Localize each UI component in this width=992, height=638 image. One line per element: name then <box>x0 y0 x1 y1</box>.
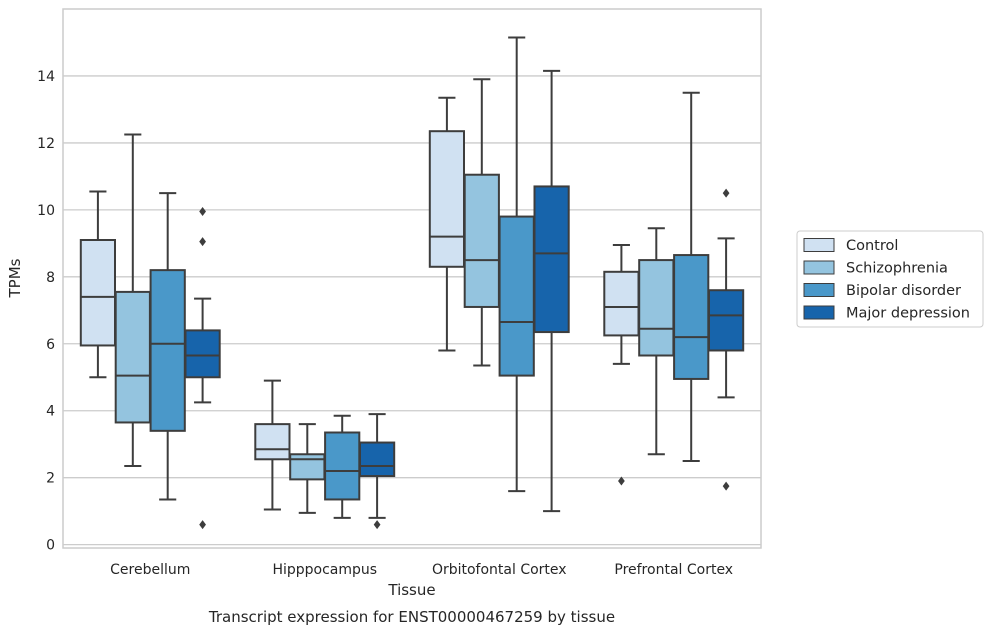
box <box>358 441 396 478</box>
legend-swatch <box>803 260 835 275</box>
outlier-point <box>199 237 206 247</box>
box-group <box>673 91 710 462</box>
legend-frame <box>796 230 984 328</box>
x-tick-label: Hipppocampus <box>272 562 377 578</box>
outlier-point <box>722 481 730 491</box>
box <box>707 289 745 352</box>
x-tick-label: Prefrontal Cortex <box>614 562 733 578</box>
boxes <box>79 36 745 530</box>
box <box>149 269 186 432</box>
y-tick-label: 8 <box>46 270 55 286</box>
box <box>114 290 151 424</box>
y-tick-labels: 0 2 4 6 8 10 12 14 <box>37 69 55 554</box>
x-axis-label: Tissue <box>387 581 435 599</box>
legend-label: Bipolar disorder <box>846 283 961 299</box>
y-tick-label: 6 <box>46 337 55 353</box>
box <box>324 431 361 501</box>
x-tick-labels: Cerebellum Hipppocampus Orbitofontal Corte… <box>110 562 733 578</box>
outlier-point <box>199 207 206 217</box>
box <box>289 453 326 481</box>
y-tick-label: 14 <box>37 69 55 85</box>
box-group <box>428 96 466 352</box>
chart-caption: Transcript expression for ENST0000046725… <box>208 608 615 626</box>
box <box>603 270 640 337</box>
box-group <box>114 133 151 467</box>
outlier-point <box>373 520 381 530</box>
outlier-point <box>722 188 730 198</box>
box-group <box>358 413 396 530</box>
box-group <box>638 227 675 456</box>
box-group <box>463 78 500 367</box>
box-group <box>79 190 117 379</box>
box <box>638 259 675 357</box>
box <box>254 423 291 461</box>
legend-label: Control <box>846 238 898 254</box>
legend-label: Major depression <box>846 306 970 322</box>
outlier-point <box>199 520 206 530</box>
box-group <box>184 207 221 530</box>
y-tick-label: 0 <box>46 538 55 554</box>
box <box>533 185 570 334</box>
box <box>79 239 117 347</box>
legend: Control Schizophrenia Bipolar disorder Majo… <box>796 230 984 328</box>
box-group <box>603 244 640 486</box>
box <box>673 254 710 380</box>
legend-label: Schizophrenia <box>846 261 948 277</box>
plot-area <box>62 8 762 549</box>
outlier-point <box>618 476 625 486</box>
box-group <box>289 423 326 514</box>
y-axis-label: TPMs <box>6 258 24 298</box>
box-group <box>533 69 570 513</box>
box-group <box>149 192 186 501</box>
x-tick-label: Cerebellum <box>110 562 190 578</box>
box-group <box>324 414 361 519</box>
legend-swatch <box>803 305 835 320</box>
legend-swatch <box>803 283 835 297</box>
box-group <box>707 188 745 491</box>
box-group <box>254 379 291 511</box>
y-tick-label: 12 <box>37 136 55 152</box>
x-tick-label: Orbitofontal Cortex <box>432 562 567 578</box>
box <box>184 329 221 379</box>
box <box>498 215 535 377</box>
box <box>428 130 466 268</box>
y-tick-label: 4 <box>46 404 55 420</box>
legend-swatch <box>803 238 835 252</box>
box <box>463 173 500 308</box>
y-tick-label: 10 <box>37 203 55 219</box>
box-group <box>498 36 535 493</box>
y-tick-label: 2 <box>46 471 55 487</box>
